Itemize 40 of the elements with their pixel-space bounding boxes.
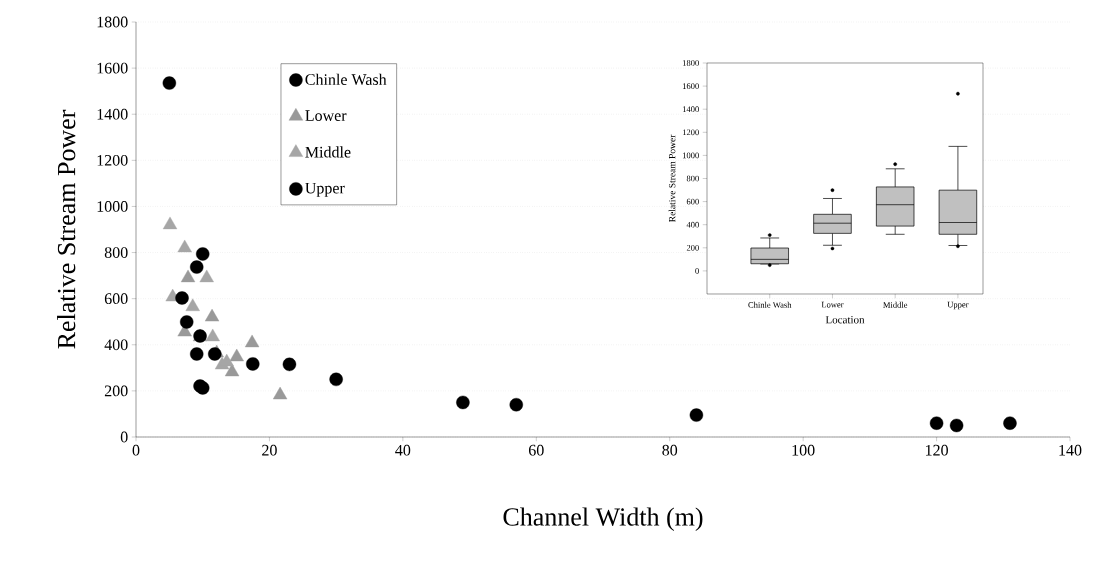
y-tick-label: 1000: [682, 152, 699, 159]
y-tick-label: 600: [686, 198, 699, 205]
y-tick-label: 1400: [682, 106, 699, 113]
y-tick-label: 1000: [97, 201, 128, 212]
y-tick-label: 1600: [97, 62, 128, 74]
x-axis-title: Channel Width (m): [503, 507, 703, 532]
y-tick-label: 1600: [682, 83, 699, 89]
x-tick-label: 140: [1059, 444, 1082, 456]
x-tick-label: Middle: [883, 301, 908, 308]
y-tick-label: 200: [686, 244, 699, 251]
x-tick-label: 60: [528, 444, 544, 456]
y-tick-label: 0: [695, 268, 699, 274]
x-tick-label: 120: [925, 444, 948, 456]
y-axis-title: Relative Stream Power: [668, 134, 676, 223]
x-tick-label: Upper: [947, 301, 969, 310]
y-tick-label: 800: [686, 175, 699, 182]
y-tick-label: 400: [686, 221, 699, 228]
y-tick-label: 400: [104, 339, 128, 351]
y-tick-label: 200: [104, 385, 128, 397]
y-tick-label: 1200: [682, 129, 699, 136]
y-tick-label: 1200: [97, 154, 128, 166]
x-tick-label: Lower: [821, 301, 844, 308]
legend-label: Lower: [305, 110, 347, 121]
x-tick-label: 100: [792, 444, 815, 456]
x-tick-label: 20: [262, 444, 277, 456]
legend-label: Upper: [305, 182, 345, 197]
y-tick-label: 1800: [97, 16, 128, 28]
y-tick-label: 800: [104, 247, 128, 258]
y-axis-title: Relative Stream Power: [57, 109, 76, 349]
y-tick-label: 1800: [682, 60, 699, 66]
x-axis-title: Location: [825, 316, 865, 324]
x-tick-label: 40: [395, 444, 411, 456]
y-tick-label: 1400: [97, 108, 128, 120]
x-tick-label: Chinle Wash: [748, 301, 792, 308]
legend-label: Middle: [305, 146, 351, 158]
x-tick-label: 80: [662, 444, 678, 456]
legend-label: Chinle Wash: [305, 73, 387, 86]
y-tick-label: 0: [120, 431, 128, 443]
y-tick-label: 600: [104, 293, 128, 305]
x-tick-label: 0: [132, 444, 140, 456]
